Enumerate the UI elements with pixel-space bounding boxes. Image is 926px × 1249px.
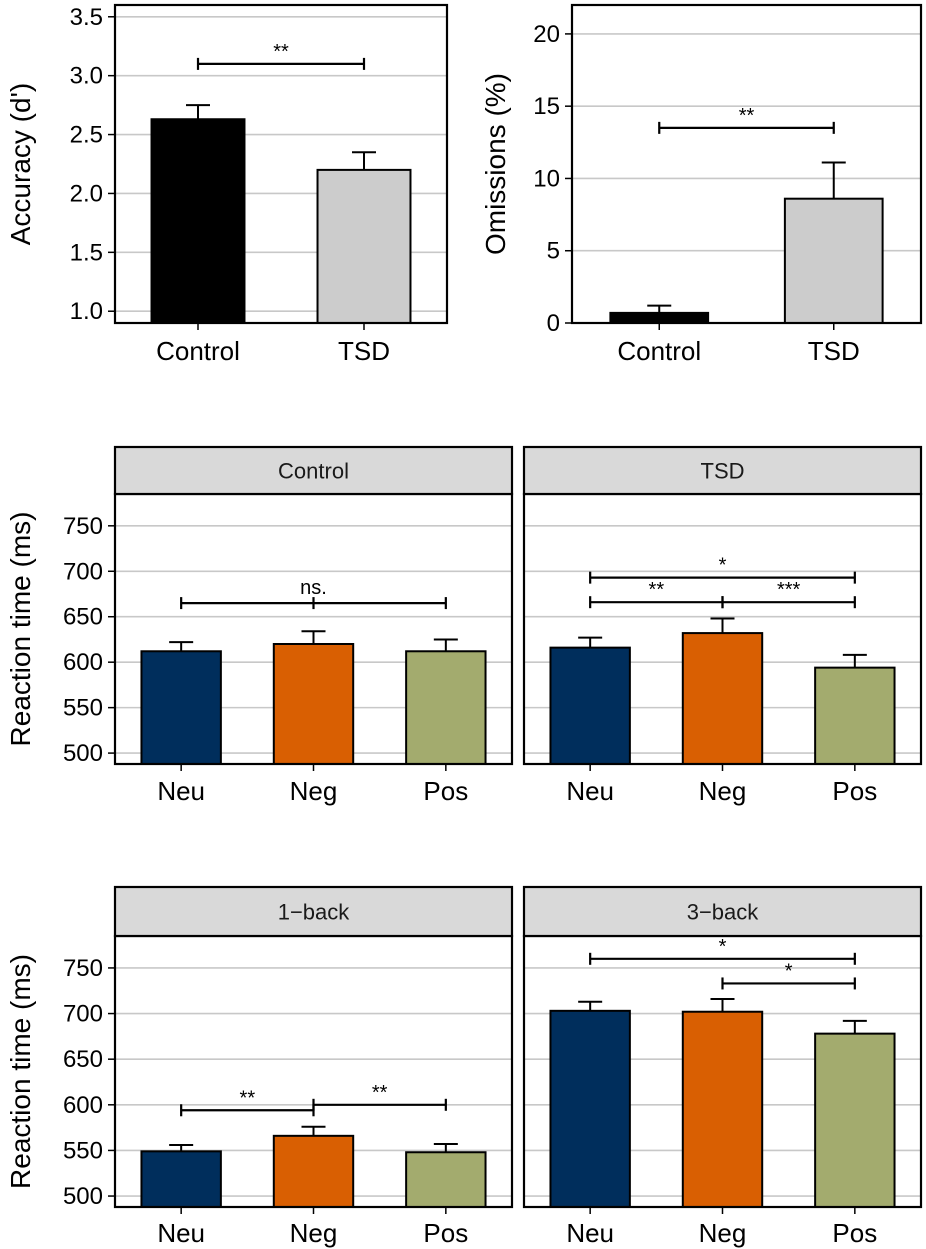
- x-category-label: Neg: [290, 776, 338, 806]
- y-tick-label: 750: [63, 513, 103, 540]
- plot-panel: 0 5 10 15 20 ** Control TSD: [533, 3, 923, 366]
- bar-neg: [272, 643, 355, 765]
- significance-label: **: [739, 105, 755, 127]
- y-tick-label: 700: [63, 1001, 103, 1028]
- bar-neu: [549, 646, 631, 765]
- x-category-label: Neu: [157, 776, 205, 806]
- x-category-label: Control: [617, 336, 701, 366]
- chart-omissions: 0 5 10 15 20 ** Control TSD Omissions (%): [480, 3, 923, 366]
- y-tick-label: 10: [533, 165, 560, 192]
- x-category-label: Neu: [157, 1218, 205, 1248]
- x-category-label: Neg: [699, 776, 747, 806]
- y-tick-label: 700: [63, 558, 103, 585]
- x-category-label: Neu: [566, 1218, 614, 1248]
- significance-label: *: [719, 936, 727, 958]
- y-tick-label: 3.0: [70, 63, 103, 90]
- facet-strip: [522, 445, 923, 496]
- bar-neu: [140, 1150, 222, 1209]
- x-category-label: Pos: [423, 776, 468, 806]
- x-category-label: Neg: [699, 1218, 747, 1248]
- significance-label: **: [240, 1087, 256, 1109]
- x-category-label: Pos: [423, 1218, 468, 1248]
- bar-neu: [140, 650, 222, 765]
- x-category-label: Neg: [290, 1218, 338, 1248]
- x-category-label: TSD: [338, 336, 390, 366]
- bar-pos: [814, 1032, 896, 1209]
- bar-pos: [405, 1151, 487, 1209]
- panel-border: [570, 3, 923, 325]
- y-tick-label: 3.5: [70, 4, 103, 31]
- y-tick-label: 5: [547, 238, 560, 265]
- y-tick-label: 550: [63, 695, 103, 722]
- chart-accuracy: 1.0 1.5 2.0 2.5 3.0 3.5 ** Control TSD Accuracy (…: [5, 3, 449, 366]
- facet-strip: [113, 885, 514, 938]
- x-category-label: Control: [156, 336, 240, 366]
- facet-panel: 500 550 600 650 700 750 ns. Control Neu Neg Pos: [63, 445, 514, 806]
- y-tick-label: 1.5: [70, 239, 103, 266]
- y-axis-label: Reaction time (ms): [5, 954, 36, 1189]
- facet-strip-label: 1−back: [278, 900, 351, 925]
- y-tick-label: 550: [63, 1137, 103, 1164]
- facet-strip-label: Control: [278, 459, 349, 484]
- bar-control: [150, 118, 246, 324]
- y-tick-label: 650: [63, 1046, 103, 1073]
- y-tick-label: 500: [63, 1183, 103, 1210]
- y-tick-label: 650: [63, 604, 103, 631]
- facet-panel: 500 550 600 650 700 750 ** ** 1−back Neu Neg Pos: [63, 885, 514, 1248]
- bar-neu: [549, 1009, 631, 1208]
- bar-neg: [681, 1010, 764, 1208]
- facet-strip-label: 3−back: [687, 900, 760, 925]
- significance-label: **: [372, 1082, 388, 1104]
- y-axis-label: Reaction time (ms): [5, 512, 36, 747]
- bar-tsd: [316, 168, 412, 324]
- significance-label: ***: [777, 579, 801, 601]
- bar-pos: [405, 650, 487, 765]
- y-tick-label: 1.0: [70, 298, 103, 325]
- y-tick-label: 2.5: [70, 122, 103, 149]
- facet-panel: * * 3−back Neu Neg Pos: [522, 885, 923, 1248]
- x-category-label: Pos: [832, 776, 877, 806]
- bar-control: [609, 311, 710, 324]
- y-tick-label: 0: [547, 310, 560, 337]
- significance-label: *: [785, 960, 793, 982]
- bar-neg: [681, 632, 764, 765]
- y-tick-label: 500: [63, 740, 103, 767]
- bar-pos: [814, 666, 896, 765]
- y-tick-label: 15: [533, 93, 560, 120]
- bar-neg: [272, 1134, 355, 1208]
- plot-panel: 1.0 1.5 2.0 2.5 3.0 3.5 ** Control TSD: [70, 3, 449, 366]
- significance-label: **: [273, 41, 289, 63]
- panel-border: [113, 3, 449, 325]
- y-tick-label: 600: [63, 649, 103, 676]
- y-axis-label: Accuracy (d'): [5, 83, 36, 246]
- facet-strip: [113, 445, 514, 496]
- significance-label: *: [719, 555, 727, 577]
- significance-label: **: [649, 579, 665, 601]
- y-tick-label: 750: [63, 955, 103, 982]
- y-tick-label: 2.0: [70, 180, 103, 207]
- x-category-label: TSD: [808, 336, 860, 366]
- bar-tsd: [783, 197, 884, 324]
- significance-label: ns.: [300, 577, 327, 599]
- facet-strip-label: TSD: [701, 459, 745, 484]
- y-tick-label: 600: [63, 1092, 103, 1119]
- y-tick-label: 20: [533, 21, 560, 48]
- x-category-label: Neu: [566, 776, 614, 806]
- facet-strip: [522, 885, 923, 938]
- y-axis-label: Omissions (%): [480, 73, 511, 255]
- x-category-label: Pos: [832, 1218, 877, 1248]
